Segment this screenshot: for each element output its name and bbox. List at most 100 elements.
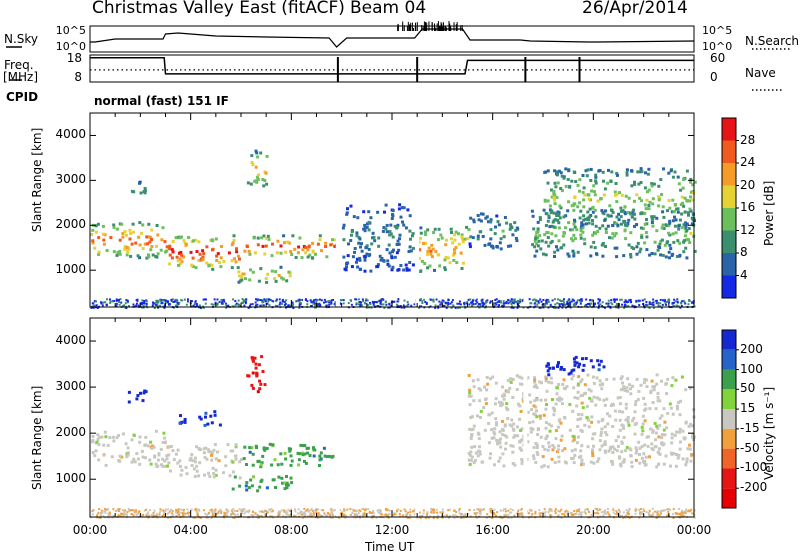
heatmap-cell (478, 452, 482, 456)
heatmap-cell (93, 246, 97, 250)
heatmap-cell (319, 514, 322, 517)
heatmap-cell (613, 234, 617, 238)
heatmap-cell (579, 226, 583, 230)
heatmap-cell (434, 250, 438, 254)
heatmap-cell (677, 453, 681, 457)
velocity-colorbar-label: Velocity [m s⁻¹] (762, 386, 776, 480)
heatmap-cell (549, 303, 552, 306)
heatmap-cell (606, 224, 610, 228)
heatmap-cell (241, 301, 244, 304)
heatmap-cell (509, 223, 512, 227)
heatmap-cell (685, 169, 689, 173)
heatmap-cell (685, 457, 689, 461)
heatmap-cell (311, 510, 314, 513)
heatmap-cell (582, 214, 586, 218)
heatmap-cell (141, 299, 144, 302)
heatmap-cell (489, 237, 493, 241)
heatmap-cell (302, 512, 305, 515)
heatmap-cell (588, 207, 592, 211)
heatmap-cell (190, 453, 194, 457)
heatmap-cell (569, 302, 572, 305)
heatmap-cell (582, 218, 586, 222)
colorbar-tick-label: 15 (740, 401, 756, 416)
heatmap-cell (405, 514, 408, 517)
heatmap-cell (509, 511, 512, 514)
heatmap-cell (482, 508, 485, 511)
heatmap-cell (256, 514, 259, 517)
heatmap-cell (143, 188, 147, 192)
heatmap-cell (350, 230, 354, 233)
heatmap-cell (563, 513, 566, 516)
heatmap-cell (125, 253, 129, 257)
heatmap-cell (673, 170, 677, 174)
heatmap-cell (515, 374, 519, 378)
heatmap-cell (476, 508, 479, 511)
heatmap-cell (591, 219, 594, 222)
heatmap-cell (578, 299, 581, 302)
heatmap-cell (102, 238, 106, 242)
heatmap-cell (386, 263, 390, 266)
heatmap-cell (580, 514, 583, 517)
heatmap-cell (557, 221, 561, 225)
heatmap-cell (250, 446, 254, 450)
heatmap-cell (318, 514, 321, 517)
heatmap-cell (533, 378, 537, 382)
heatmap-cell (180, 420, 184, 424)
heatmap-cell (550, 424, 553, 428)
data-gap (415, 318, 420, 517)
heatmap-cell (112, 250, 116, 254)
heatmap-cell (132, 230, 136, 234)
heatmap-cell (550, 232, 554, 236)
heatmap-cell (299, 302, 302, 305)
heatmap-cell (251, 371, 255, 375)
heatmap-cell (661, 210, 665, 214)
heatmap-cell (675, 255, 679, 258)
heatmap-cell (650, 302, 653, 305)
heatmap-cell (547, 214, 551, 218)
heatmap-cell (547, 300, 550, 303)
heatmap-cell (156, 458, 160, 462)
heatmap-cell (256, 243, 260, 247)
heatmap-cell (404, 226, 408, 230)
heatmap-cell (238, 484, 242, 488)
heatmap-cell (656, 391, 660, 395)
heatmap-cell (222, 298, 225, 301)
heatmap-cell (482, 302, 485, 305)
heatmap-cell (306, 515, 309, 518)
heatmap-cell (521, 512, 524, 515)
heatmap-cell (245, 298, 248, 301)
heatmap-cell (207, 264, 211, 268)
heatmap-cell (177, 303, 180, 306)
heatmap-cell (102, 453, 106, 457)
heatmap-cell (327, 512, 330, 515)
heatmap-cell (501, 394, 504, 398)
heatmap-cell (582, 392, 586, 396)
heatmap-cell (304, 299, 307, 302)
heatmap-cell (250, 514, 253, 517)
heatmap-cell (502, 304, 505, 307)
heatmap-cell (548, 204, 552, 208)
heatmap-cell (201, 255, 205, 259)
heatmap-cell (672, 516, 675, 519)
heatmap-cell (123, 247, 127, 251)
heatmap-cell (599, 431, 603, 434)
heatmap-cell (572, 233, 576, 237)
heatmap-cell (124, 442, 128, 446)
heatmap-cell (624, 237, 628, 241)
heatmap-cell (178, 513, 181, 516)
heatmap-cell (556, 448, 560, 452)
heatmap-cell (290, 481, 294, 485)
heatmap-cell (330, 300, 333, 303)
heatmap-cell (518, 382, 522, 386)
heatmap-cell (556, 365, 559, 368)
heatmap-cell (461, 513, 464, 516)
heatmap-cell (362, 300, 365, 303)
heatmap-cell (136, 299, 139, 302)
heatmap-cell (513, 434, 517, 438)
heatmap-cell (225, 302, 228, 305)
heatmap-cell (597, 457, 601, 461)
heatmap-cell (626, 377, 630, 381)
heatmap-cell (685, 460, 689, 464)
heatmap-cell (551, 299, 554, 302)
heatmap-cell (676, 456, 680, 460)
